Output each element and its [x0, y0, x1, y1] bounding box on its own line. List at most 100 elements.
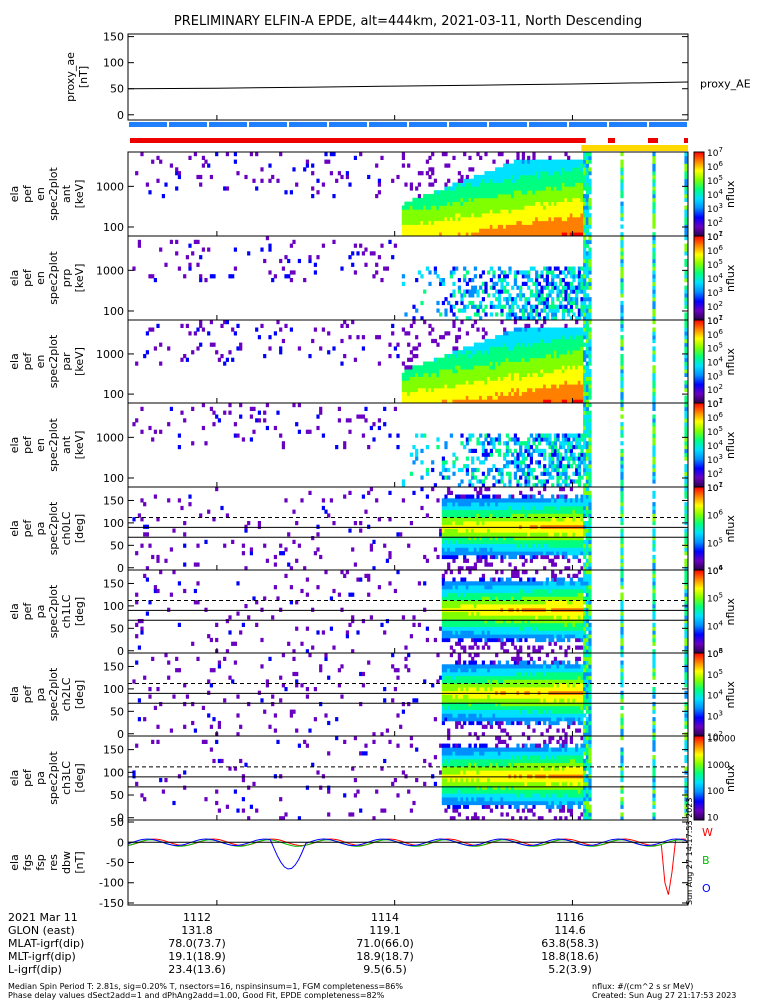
- ephem-c1-r2: 19.1(18.9): [168, 950, 226, 963]
- pa_ch1-cb-tick: 105: [707, 592, 723, 605]
- ef_en_ratio-ylabel-3: spec2plot: [47, 418, 60, 472]
- pa_ch0-ylabel-0: ela: [8, 520, 21, 537]
- red-bar: [684, 138, 688, 143]
- pa_ch1-ylabel-2: pa: [34, 605, 47, 619]
- ef_en_ant-cb-tick: 102: [707, 216, 723, 229]
- pa_ch2-cb-label: nflux: [724, 681, 737, 709]
- pa_ch3-cells: [132, 736, 688, 820]
- pa_ch2-frame: [127, 652, 689, 737]
- fgs_res-ytick-label: -100: [99, 877, 124, 890]
- pa_ch3-ytick-label: 50: [110, 789, 124, 802]
- ef_en_ant-colorbar: [693, 151, 705, 237]
- fgs_res-ytick-label: 50: [110, 816, 124, 829]
- pa_ch2-cb-tick: 103: [707, 709, 723, 722]
- pa_ch2-ylabel-2: pa: [34, 688, 47, 702]
- blue-segment: [289, 122, 327, 127]
- blue-segment: [409, 122, 447, 127]
- ef_en_ant-ylabel-3: spec2plot: [47, 167, 60, 221]
- ef_en_perp-cb-tick: 102: [707, 300, 723, 313]
- pa_ch1-cells: [135, 570, 688, 654]
- ef_en_perp-ytick-label: 1000: [96, 264, 124, 277]
- footer-line-1: Median Spin Period T: 2.81s, sig=0.20% T…: [8, 982, 403, 991]
- pa_ch3-cb-tick: 10: [707, 813, 719, 823]
- pa_ch1-ytick-label: 150: [103, 577, 124, 590]
- ef_en_ratio-ylabel-0: ela: [8, 437, 21, 454]
- ef_en_perp-ylabel-3: spec2plot: [47, 251, 60, 305]
- footer: Median Spin Period T: 2.81s, sig=0.20% T…: [8, 982, 736, 1000]
- pa_ch1-cb-tick: 104: [707, 619, 723, 632]
- ef_en_para-cb-label: nflux: [724, 348, 737, 376]
- yellow-bar: [581, 145, 688, 151]
- ef_en_ant-ytick-label: 100: [103, 221, 124, 234]
- fgs_res-ylabel-0: ela: [8, 854, 21, 871]
- ef_en_para-ylabel-4: par: [60, 352, 73, 371]
- proxy_ae-ytick-label: 50: [110, 83, 124, 96]
- proxy_ae-ytick-label: 150: [103, 31, 124, 44]
- pa_ch0-ylabel-3: spec2plot: [47, 501, 60, 555]
- ef_en_para-cells: [135, 320, 688, 404]
- pa_ch3-ylabel-3: spec2plot: [47, 751, 60, 805]
- ef_en_ratio-ytick-label: 1000: [96, 431, 124, 444]
- pa_ch1-ylabel-5: [deg]: [73, 597, 86, 626]
- pa_ch3-ylabel-4: ch3LC: [60, 761, 73, 795]
- pa_ch3-colorbar: [693, 735, 705, 821]
- pa_ch1-ytick-label: 100: [103, 600, 124, 613]
- pa_ch3-ytick-label: 150: [103, 744, 124, 757]
- ef_en_para-ylabel-3: spec2plot: [47, 334, 60, 388]
- blue-segment: [449, 122, 487, 127]
- pa_ch2-cb-tick: 104: [707, 689, 723, 702]
- blue-segment: [209, 122, 247, 127]
- ephem-c1-r0: 131.8: [181, 924, 213, 937]
- proxy-ae-line: [127, 81, 689, 90]
- ephem-label-mlat: MLAT-igrf(dip): [8, 937, 84, 950]
- footer-line-2: Phase delay values dSect2add=1 and dPhAn…: [8, 991, 385, 1000]
- ephem-c3-r2: 18.8(18.6): [541, 950, 599, 963]
- ephem-time-1: 1112: [183, 911, 211, 924]
- ef_en_ratio-ylabel-5: [keV]: [73, 431, 86, 460]
- ef_en_ant-cb-tick: 105: [707, 174, 723, 187]
- fgs_res-ylabel-1: fgs: [21, 854, 34, 871]
- ef_en_ant-cells: [135, 152, 688, 237]
- blue-segment: [369, 122, 407, 127]
- ef_en_ratio-ytick-label: 100: [103, 472, 124, 485]
- ephem-c2-r0: 119.1: [369, 924, 401, 937]
- ef_en_perp-cb-label: nflux: [724, 264, 737, 292]
- ef_en_ratio-cb-tick: 106: [707, 411, 723, 424]
- ef_en_ratio-cb-tick: 102: [707, 467, 723, 480]
- ef_en_para-cb-tick: 106: [707, 328, 723, 341]
- ef_en_perp-colorbar: [693, 235, 705, 321]
- pa_ch2-colorbar: [693, 652, 705, 737]
- pa_ch2-cb-tick: 105: [707, 668, 723, 681]
- ephem-c1-r3: 23.4(13.6): [168, 963, 226, 976]
- ef_en_ratio-cells: [132, 403, 688, 488]
- pa_ch2-ytick-label: 50: [110, 705, 124, 718]
- footer-right-2: Created: Sun Aug 27 21:17:53 2023: [592, 991, 736, 1000]
- ef_en_ant-ytick-label: 1000: [96, 180, 124, 193]
- red-bar: [608, 138, 615, 143]
- pa_ch2-cb-tick: 106: [707, 647, 723, 660]
- pa_ch0-ytick-label: 100: [103, 517, 124, 530]
- pa_ch2-ylabel-0: ela: [8, 686, 21, 703]
- pa_ch0-ytick-label: 150: [103, 494, 124, 507]
- pa_ch3-ylabel-2: pa: [34, 771, 47, 785]
- pa_ch2-ylabel-1: pef: [21, 685, 34, 704]
- ef_en_ant-ylabel-2: en: [34, 187, 47, 201]
- ephem-c2-r1: 71.0(66.0): [356, 937, 414, 950]
- ef_en_para-ylabel-0: ela: [8, 353, 21, 370]
- ef_en_perp-cb-tick: 104: [707, 272, 723, 285]
- blue-segment: [169, 122, 207, 127]
- ef_en_ratio-cb-label: nflux: [724, 431, 737, 459]
- ef_en_para-ylabel-5: [keV]: [73, 347, 86, 376]
- ephem-date: 2021 Mar 11: [8, 911, 78, 924]
- fgs_res-ylabel-5: [nT]: [73, 851, 86, 873]
- ef_en_ratio-frame: [127, 402, 689, 488]
- pa_ch3-ylabel-0: ela: [8, 770, 21, 787]
- ef_en_perp-ylabel-0: ela: [8, 270, 21, 287]
- pa_ch1-ytick-label: 50: [110, 622, 124, 635]
- ef_en_perp-ytick-label: 100: [103, 305, 124, 318]
- proxy-ae-legend: proxy_AE: [700, 78, 751, 91]
